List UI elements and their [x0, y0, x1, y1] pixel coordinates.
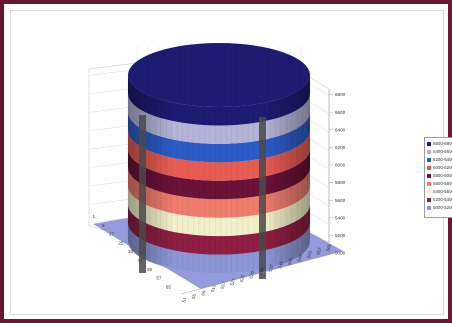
- z-tick-label: 5400: [335, 215, 346, 220]
- chart-area: 5000 5200 5400 5600 5800 6000 6200 6400 6600 6800…: [10, 10, 452, 315]
- legend-swatch: [427, 150, 431, 154]
- z-tick-label: 5800: [335, 180, 346, 185]
- front-axis-label: S45: [287, 256, 294, 265]
- legend-item: 6000-6200: [427, 164, 452, 172]
- cylinder-bands: [127, 43, 310, 273]
- front-axis-label: S61: [325, 243, 332, 252]
- legend-label: 5400-5600: [433, 189, 452, 194]
- z-tick-label: 5000: [335, 251, 346, 256]
- legend-label: 6400-6600: [433, 149, 452, 154]
- front-axis-label: S13: [210, 284, 217, 293]
- front-axis-label: S33: [258, 267, 265, 276]
- legend-item: 6400-6600: [427, 148, 452, 156]
- z-tick-label: 6400: [335, 127, 346, 132]
- legend-item: 5000-5200: [427, 204, 452, 212]
- z-tick-label: 5600: [335, 198, 346, 203]
- legend-item: 5200-5400: [427, 196, 452, 204]
- legend-swatch: [427, 166, 431, 170]
- left-axis-label: 33: [128, 249, 134, 254]
- left-axis-label: 57: [156, 276, 162, 281]
- cylinder-top: [128, 43, 310, 107]
- z-tick-label: 6800: [335, 92, 346, 97]
- left-axis-label: 49: [147, 267, 153, 272]
- legend-label: 6600-6800: [433, 141, 452, 146]
- legend-swatch: [427, 198, 431, 202]
- left-axis-label: 17: [109, 232, 115, 237]
- dark-bar: [139, 115, 146, 273]
- z-tick-label: 6000: [335, 163, 346, 168]
- front-axis-label: S57: [316, 246, 323, 255]
- front-axis-label: S5: [191, 293, 197, 300]
- front-axis: [180, 250, 344, 295]
- legend-item: 5600-5800: [427, 180, 452, 188]
- z-tick-label: 6200: [335, 145, 346, 150]
- left-axis-label: 41: [137, 258, 143, 263]
- front-axis-label: S53: [306, 250, 313, 259]
- cylinder-chart: 5000 5200 5400 5600 5800 6000 6200 6400 6600 6800…: [88, 43, 346, 303]
- front-axis-label: S9: [200, 289, 206, 296]
- legend-swatch: [427, 206, 431, 210]
- front-axis-label: S29: [248, 270, 255, 279]
- front-axis-label: S17: [220, 280, 227, 289]
- legend-label: 5200-5400: [433, 197, 452, 202]
- front-axis-label: S21: [229, 277, 236, 286]
- axis-ticks: 5000 5200 5400 5600 5800 6000 6200 6400 6600 6800…: [92, 89, 346, 303]
- front-axis-label: S37: [268, 263, 275, 272]
- legend-item: 6600-6800: [427, 140, 452, 148]
- legend-item: 6200-6400: [427, 156, 452, 164]
- legend-swatch: [427, 190, 431, 194]
- legend-label: 6000-6200: [433, 165, 452, 170]
- front-axis-label: S1: [181, 296, 187, 303]
- dark-bars: [139, 115, 266, 279]
- dark-bar: [259, 117, 266, 279]
- z-tick-label: 5200: [335, 233, 346, 238]
- legend-swatch: [427, 142, 431, 146]
- legend-label: 5000-5200: [433, 205, 452, 210]
- legend: 6600-6800 6400-6600 6200-6400 6000-6200 5800…: [424, 137, 452, 218]
- legend-label: 5800-6000: [433, 173, 452, 178]
- left-axis-label: 9: [102, 223, 105, 228]
- front-axis-label: S41: [277, 260, 284, 269]
- legend-label: 6200-6400: [433, 157, 452, 162]
- front-axis-label: S49: [296, 253, 303, 262]
- legend-item: 5400-5600: [427, 188, 452, 196]
- left-axis-label: 1: [92, 214, 95, 219]
- front-axis-label: S25: [239, 273, 246, 282]
- legend-swatch: [427, 174, 431, 178]
- legend-swatch: [427, 182, 431, 186]
- legend-swatch: [427, 158, 431, 162]
- z-tick-label: 6600: [335, 110, 346, 115]
- legend-item: 5800-6000: [427, 172, 452, 180]
- legend-label: 5600-5800: [433, 181, 452, 186]
- left-axis-label: 65: [166, 284, 172, 289]
- left-axis-label: 25: [118, 240, 124, 245]
